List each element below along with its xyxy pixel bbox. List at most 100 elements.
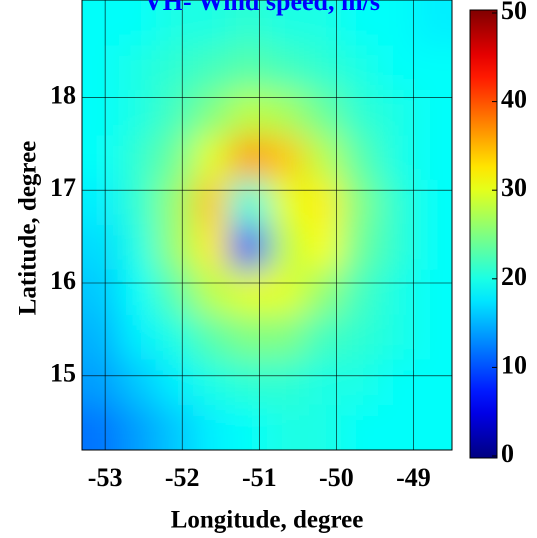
heat-cell (304, 269, 342, 316)
heat-cell (341, 315, 379, 361)
heat-cell (82, 0, 120, 46)
heat-cell (82, 315, 120, 361)
heat-cell (193, 315, 231, 361)
heat-cell (304, 315, 342, 361)
heat-cell (230, 405, 268, 450)
heat-cell (304, 359, 342, 406)
colorbar (469, 9, 498, 459)
x-axis-label: Longitude, degree (171, 507, 364, 534)
heat-cell (267, 359, 305, 406)
heat-cell (82, 225, 120, 271)
chart-title: VH- Wind speed, m/s (144, 0, 380, 16)
heat-cell (119, 359, 157, 406)
heat-cell (230, 269, 268, 316)
heat-cell (267, 405, 305, 450)
x-tick-label: -50 (319, 463, 354, 492)
heat-cell (230, 225, 268, 271)
heat-cell (193, 225, 231, 271)
heat-cell (230, 135, 268, 181)
heat-cell (193, 269, 231, 316)
heat-cell (415, 179, 452, 226)
heat-cell (82, 359, 120, 406)
heat-cell (415, 405, 452, 450)
heat-cell (304, 89, 342, 136)
heat-cell (119, 89, 157, 136)
heat-cell (193, 179, 231, 226)
y-tick-label: 18 (50, 80, 76, 109)
heat-cell (304, 45, 342, 91)
heat-cell (156, 0, 194, 46)
heat-cell (230, 89, 268, 136)
heat-cell (304, 405, 342, 450)
heat-cell (119, 135, 157, 181)
heat-cell (119, 45, 157, 91)
colorbar-tick-label: 10 (501, 350, 527, 379)
heat-cell (415, 269, 452, 316)
heat-cell (415, 315, 452, 361)
colorbar-tick-label: 50 (501, 0, 527, 25)
heat-cell (415, 45, 452, 91)
heat-cell (341, 179, 379, 226)
heat-cell (82, 269, 120, 316)
heat-cell (378, 225, 416, 271)
heat-cell (304, 0, 342, 46)
heat-cell (193, 405, 231, 450)
heat-cell (415, 225, 452, 271)
heat-cell (378, 45, 416, 91)
heatmap (82, 0, 452, 450)
heat-cell (156, 269, 194, 316)
heat-cell (267, 179, 305, 226)
heat-cell (193, 0, 231, 46)
x-tick-label: -52 (165, 463, 200, 492)
heat-cell (156, 405, 194, 450)
heat-cell (341, 0, 379, 46)
heat-cell (193, 359, 231, 406)
colorbar-tick-label: 0 (501, 439, 514, 468)
y-tick-label: 15 (50, 359, 76, 388)
heat-cell (156, 315, 194, 361)
heat-cell (415, 0, 452, 46)
heat-cell (82, 45, 120, 91)
heat-cell (341, 45, 379, 91)
x-tick-label: -51 (242, 463, 277, 492)
heat-cell (156, 89, 194, 136)
heat-cell (267, 225, 305, 271)
plot-frame (81, 0, 453, 451)
heat-cell (156, 45, 194, 91)
heat-cell (304, 135, 342, 181)
colorbar-tick-label: 30 (501, 173, 527, 202)
heat-cell (193, 89, 231, 136)
heat-cell (415, 359, 452, 406)
heat-cell (267, 135, 305, 181)
heat-cell (378, 405, 416, 450)
heat-cell (378, 269, 416, 316)
x-tick-label: -53 (88, 463, 123, 492)
heat-cell (156, 135, 194, 181)
heat-cell (267, 45, 305, 91)
heat-cell (341, 135, 379, 181)
heat-cell (230, 179, 268, 226)
heat-cell (341, 269, 379, 316)
heat-cell (230, 45, 268, 91)
heat-cell (230, 0, 268, 46)
heat-cell (267, 89, 305, 136)
heat-cell (119, 225, 157, 271)
heat-cell (119, 269, 157, 316)
heat-cell (119, 405, 157, 450)
heat-cell (156, 179, 194, 226)
heat-cell (156, 225, 194, 271)
heat-cell (230, 359, 268, 406)
heat-cell (193, 45, 231, 91)
heat-cell (415, 135, 452, 181)
heat-cell (341, 89, 379, 136)
heat-cell (378, 89, 416, 136)
heat-cell (341, 359, 379, 406)
y-tick-label: 16 (50, 266, 76, 295)
heat-cell (304, 225, 342, 271)
heat-cell (119, 179, 157, 226)
heat-cell (341, 405, 379, 450)
heat-cell (304, 179, 342, 226)
heat-cell (156, 359, 194, 406)
heat-cell (267, 0, 305, 46)
colorbar-tick-label: 20 (501, 262, 527, 291)
